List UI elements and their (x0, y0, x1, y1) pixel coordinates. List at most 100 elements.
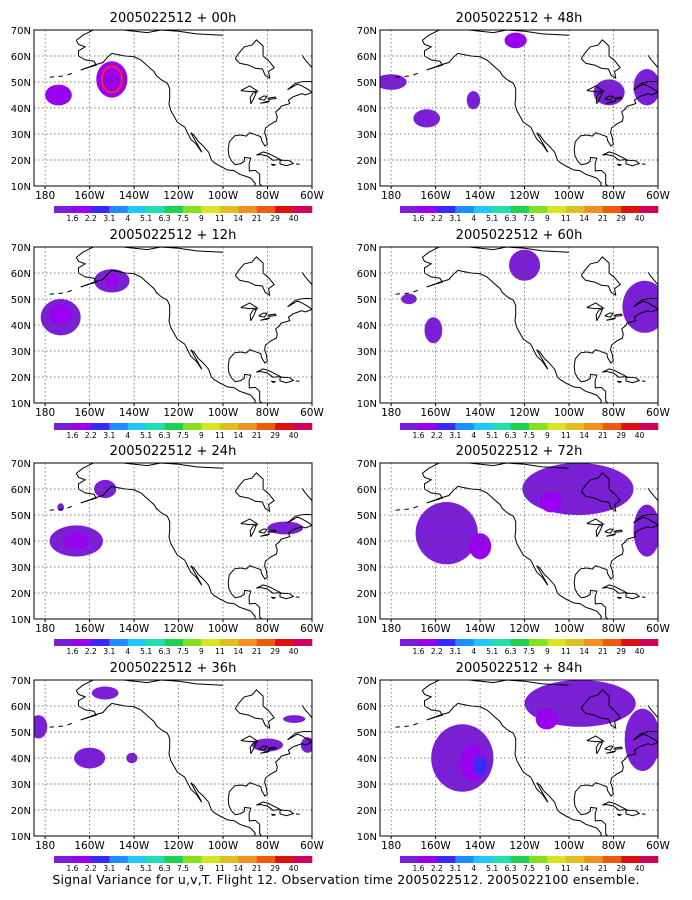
y-tick-label: 50N (11, 511, 31, 522)
panel-frame (33, 462, 313, 620)
panel-frame (33, 29, 313, 187)
colorbar-swatch (183, 423, 202, 430)
x-tick-label: 80W (602, 407, 626, 419)
y-tick-label: 20N (11, 156, 31, 167)
x-tick-label: 80W (256, 623, 280, 635)
colorbar-label: 11 (561, 431, 571, 440)
colorbar-swatch (492, 206, 511, 213)
panel-title: 2005022512 + 36h (110, 661, 237, 676)
x-tick-label: 180 (381, 190, 401, 202)
panel-frame (33, 679, 313, 837)
x-tick-label: 120W (509, 623, 540, 635)
y-tick-label: 10N (11, 832, 31, 843)
colorbar-label: 2.2 (85, 864, 97, 873)
colorbar-swatch (621, 423, 640, 430)
colorbar-swatch (418, 639, 438, 646)
y-tick-label: 60N (11, 52, 31, 63)
variance-contour (622, 280, 658, 333)
x-tick-label: 120W (163, 407, 194, 419)
map-panel: 2005022512 + 60h 180 160W 140W 120W 100W 80W 60… (357, 228, 671, 440)
colorbar-label: 40 (635, 864, 645, 873)
colorbar-swatch (146, 206, 165, 213)
coastline (49, 680, 312, 836)
colorbar-swatch (584, 206, 604, 213)
colorbar-swatch (146, 423, 165, 430)
colorbar-swatch (510, 206, 530, 213)
colorbar-swatch (90, 206, 110, 213)
colorbar-label: 29 (616, 431, 626, 440)
colorbar-label: 40 (289, 431, 299, 440)
x-tick-label: 180 (381, 407, 401, 419)
colorbar-swatch (639, 423, 659, 430)
colorbar-label: 1.6 (412, 864, 424, 873)
y-tick-label: 50N (357, 511, 377, 522)
colorbar-swatch (164, 639, 184, 646)
variance-contour (466, 91, 481, 110)
colorbar-swatch (547, 423, 567, 430)
variance-contour (415, 502, 478, 565)
colorbar-label: 3.1 (103, 647, 115, 656)
colorbar-label: 40 (635, 214, 645, 223)
colorbar-swatch (275, 206, 294, 213)
colorbar-label: 40 (635, 647, 645, 656)
y-tick-label: 50N (11, 295, 31, 306)
colorbar-swatch (455, 639, 475, 646)
colorbar-swatch (565, 639, 585, 646)
x-tick-label: 120W (509, 407, 540, 419)
colorbar-swatch (455, 856, 475, 863)
y-tick-label: 20N (357, 156, 377, 167)
x-tick-label: 120W (509, 840, 540, 852)
colorbar-swatch (54, 423, 73, 430)
map-panel: 2005022512 + 00h 180 160W 140W 120W 100W 80W 60… (11, 11, 325, 223)
colorbar: 1.6 2.2 3.1 4 5.1 6.3 7.5 9 11 14 21 29 40 (54, 856, 313, 873)
colorbar-label: 9 (199, 431, 204, 440)
y-tick-label: 20N (11, 589, 31, 600)
x-tick-label: 180 (381, 623, 401, 635)
colorbar-swatch (201, 206, 221, 213)
colorbar-label: 9 (199, 647, 204, 656)
y-tick-label: 60N (11, 269, 31, 280)
colorbar-label: 7.5 (523, 864, 535, 873)
colorbar-label: 21 (252, 864, 262, 873)
colorbar-swatch (72, 206, 92, 213)
variance-contour (94, 479, 117, 499)
colorbar: 1.6 2.2 3.1 4 5.1 6.3 7.5 9 11 14 21 29 40 (54, 206, 313, 223)
coastline (395, 463, 658, 619)
y-tick-label: 10N (357, 615, 377, 626)
colorbar-swatch (473, 639, 493, 646)
y-tick-label: 40N (357, 321, 377, 332)
variance-contour (62, 533, 90, 549)
panel-title: 2005022512 + 48h (456, 11, 583, 26)
colorbar-swatch (72, 423, 92, 430)
y-tick-label: 40N (357, 754, 377, 765)
colorbar-swatch (90, 639, 110, 646)
colorbar: 1.6 2.2 3.1 4 5.1 6.3 7.5 9 11 14 21 29 40 (400, 856, 659, 873)
colorbar-swatch (400, 856, 419, 863)
map-panel: 2005022512 + 48h 180 160W 140W 120W 100W 80W 60… (357, 11, 671, 223)
colorbar-swatch (256, 856, 276, 863)
colorbar-label: 14 (234, 864, 244, 873)
variance-contour (473, 755, 487, 777)
coastline (49, 247, 312, 403)
y-tick-label: 30N (11, 130, 31, 141)
variance-contour (468, 533, 492, 560)
colorbar-label: 11 (561, 864, 571, 873)
colorbar-label: 2.2 (431, 431, 443, 440)
colorbar-label: 5.1 (486, 864, 498, 873)
colorbar-swatch (529, 206, 548, 213)
colorbar-swatch (584, 639, 604, 646)
colorbar-swatch (621, 206, 640, 213)
x-tick-label: 140W (465, 623, 496, 635)
panel-title: 2005022512 + 72h (456, 444, 583, 459)
colorbar-swatch (602, 856, 622, 863)
colorbar-swatch (473, 206, 493, 213)
colorbar-swatch (455, 206, 475, 213)
colorbar-label: 14 (580, 214, 590, 223)
colorbar: 1.6 2.2 3.1 4 5.1 6.3 7.5 9 11 14 21 29 40 (400, 639, 659, 656)
colorbar-label: 5.1 (140, 431, 152, 440)
colorbar-label: 29 (270, 214, 280, 223)
colorbar-label: 4 (125, 864, 130, 873)
y-tick-label: 10N (357, 182, 377, 193)
variance-field (49, 479, 304, 557)
